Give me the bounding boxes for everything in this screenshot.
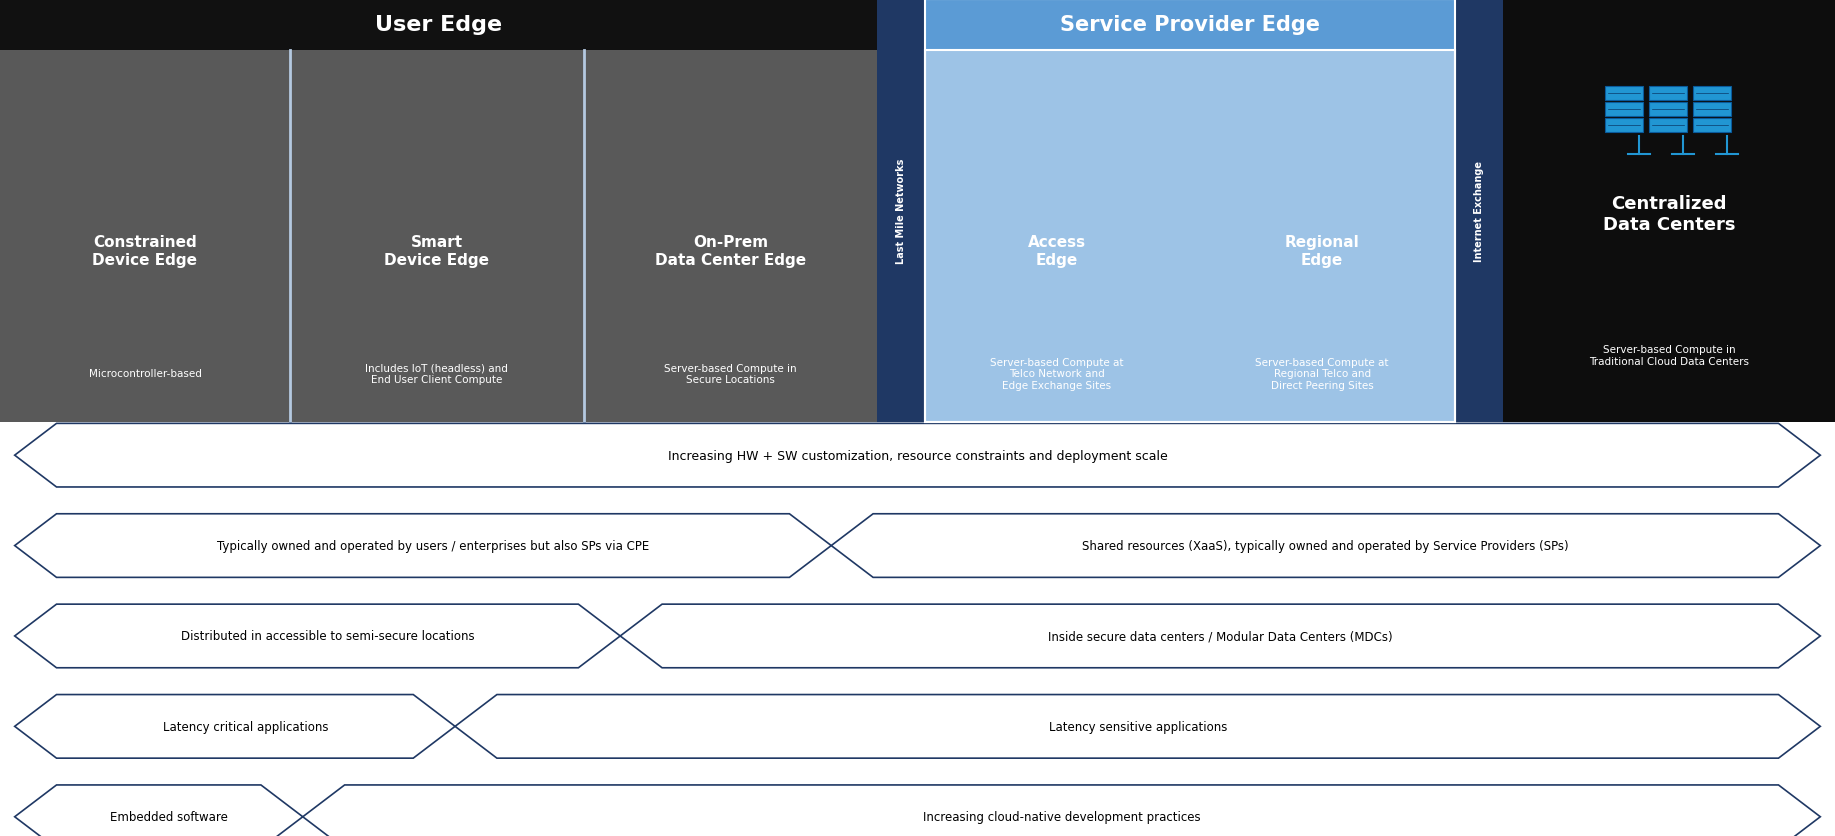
FancyBboxPatch shape — [1692, 119, 1732, 132]
Polygon shape — [303, 785, 1820, 836]
Polygon shape — [831, 514, 1820, 578]
Polygon shape — [15, 785, 303, 836]
Text: Internet Exchange: Internet Exchange — [1474, 161, 1485, 262]
Text: Embedded software: Embedded software — [110, 810, 228, 823]
Text: Regional
Edge: Regional Edge — [1284, 235, 1360, 268]
Text: Smart
Device Edge: Smart Device Edge — [384, 235, 490, 268]
Text: Shared resources (XaaS), typically owned and operated by Service Providers (SPs): Shared resources (XaaS), typically owned… — [1083, 539, 1569, 553]
Text: Server-based Compute at
Telco Network and
Edge Exchange Sites: Server-based Compute at Telco Network an… — [991, 357, 1123, 390]
Polygon shape — [15, 514, 831, 578]
Text: Server-based Compute in
Traditional Cloud Data Centers: Server-based Compute in Traditional Clou… — [1589, 344, 1749, 366]
FancyBboxPatch shape — [1648, 119, 1688, 132]
FancyBboxPatch shape — [925, 51, 1189, 422]
FancyBboxPatch shape — [584, 51, 877, 422]
Text: Centralized
Data Centers: Centralized Data Centers — [1602, 195, 1736, 233]
FancyBboxPatch shape — [1189, 51, 1455, 422]
FancyBboxPatch shape — [1692, 103, 1732, 116]
Text: User Edge: User Edge — [374, 15, 503, 35]
FancyBboxPatch shape — [1604, 119, 1642, 132]
Polygon shape — [15, 695, 455, 758]
FancyBboxPatch shape — [1648, 103, 1688, 116]
Text: Latency critical applications: Latency critical applications — [163, 720, 328, 733]
Text: Server-based Compute at
Regional Telco and
Direct Peering Sites: Server-based Compute at Regional Telco a… — [1255, 357, 1389, 390]
FancyBboxPatch shape — [1604, 103, 1642, 116]
FancyBboxPatch shape — [0, 0, 1835, 422]
Polygon shape — [620, 604, 1820, 668]
Polygon shape — [15, 604, 620, 668]
FancyBboxPatch shape — [290, 51, 584, 422]
FancyBboxPatch shape — [1455, 0, 1503, 422]
Text: Distributed in accessible to semi-secure locations: Distributed in accessible to semi-secure… — [182, 630, 475, 643]
Text: Microcontroller-based: Microcontroller-based — [88, 369, 202, 379]
FancyBboxPatch shape — [1503, 0, 1835, 422]
Text: Last Mile Networks: Last Mile Networks — [895, 159, 906, 263]
FancyBboxPatch shape — [1648, 87, 1688, 100]
Text: Increasing HW + SW customization, resource constraints and deployment scale: Increasing HW + SW customization, resour… — [668, 449, 1167, 462]
FancyBboxPatch shape — [925, 0, 1455, 51]
FancyBboxPatch shape — [1604, 87, 1642, 100]
Text: Inside secure data centers / Modular Data Centers (MDCs): Inside secure data centers / Modular Dat… — [1048, 630, 1393, 643]
Text: Constrained
Device Edge: Constrained Device Edge — [92, 235, 198, 268]
FancyBboxPatch shape — [877, 0, 925, 422]
Polygon shape — [15, 424, 1820, 487]
Text: Increasing cloud-native development practices: Increasing cloud-native development prac… — [923, 810, 1200, 823]
Text: On-Prem
Data Center Edge: On-Prem Data Center Edge — [655, 235, 806, 268]
Text: Typically owned and operated by users / enterprises but also SPs via CPE: Typically owned and operated by users / … — [217, 539, 650, 553]
Text: Latency sensitive applications: Latency sensitive applications — [1048, 720, 1228, 733]
Text: Server-based Compute in
Secure Locations: Server-based Compute in Secure Locations — [664, 363, 796, 385]
FancyBboxPatch shape — [1692, 87, 1732, 100]
FancyBboxPatch shape — [0, 51, 290, 422]
Text: Includes IoT (headless) and
End User Client Compute: Includes IoT (headless) and End User Cli… — [365, 363, 508, 385]
Text: Service Provider Edge: Service Provider Edge — [1061, 15, 1319, 35]
Text: Access
Edge: Access Edge — [1028, 235, 1086, 268]
Polygon shape — [455, 695, 1820, 758]
